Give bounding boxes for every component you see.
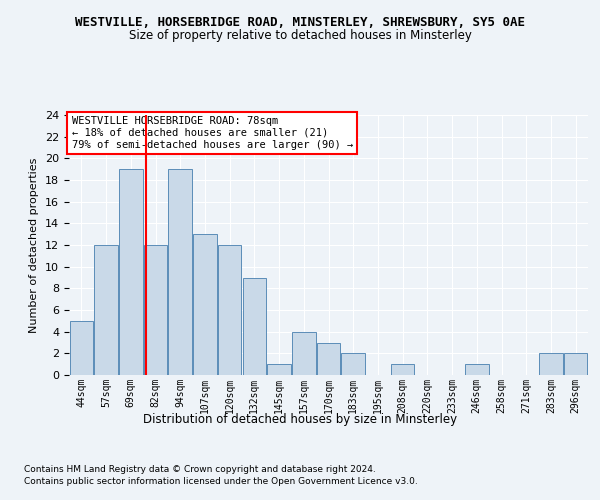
Bar xyxy=(169,169,192,375)
Bar xyxy=(94,245,118,375)
Text: WESTVILLE HORSEBRIDGE ROAD: 78sqm
← 18% of detached houses are smaller (21)
79% : WESTVILLE HORSEBRIDGE ROAD: 78sqm ← 18% … xyxy=(71,116,353,150)
Bar xyxy=(317,342,340,375)
Bar xyxy=(144,245,167,375)
Text: Distribution of detached houses by size in Minsterley: Distribution of detached houses by size … xyxy=(143,412,457,426)
Y-axis label: Number of detached properties: Number of detached properties xyxy=(29,158,40,332)
Text: Contains public sector information licensed under the Open Government Licence v3: Contains public sector information licen… xyxy=(24,478,418,486)
Text: Contains HM Land Registry data © Crown copyright and database right 2024.: Contains HM Land Registry data © Crown c… xyxy=(24,466,376,474)
Bar xyxy=(193,234,217,375)
Bar xyxy=(391,364,415,375)
Bar xyxy=(465,364,488,375)
Text: WESTVILLE, HORSEBRIDGE ROAD, MINSTERLEY, SHREWSBURY, SY5 0AE: WESTVILLE, HORSEBRIDGE ROAD, MINSTERLEY,… xyxy=(75,16,525,29)
Bar xyxy=(70,321,93,375)
Bar xyxy=(268,364,291,375)
Bar xyxy=(218,245,241,375)
Bar xyxy=(119,169,143,375)
Bar xyxy=(292,332,316,375)
Bar xyxy=(242,278,266,375)
Text: Size of property relative to detached houses in Minsterley: Size of property relative to detached ho… xyxy=(128,30,472,43)
Bar xyxy=(539,354,563,375)
Bar xyxy=(341,354,365,375)
Bar xyxy=(564,354,587,375)
